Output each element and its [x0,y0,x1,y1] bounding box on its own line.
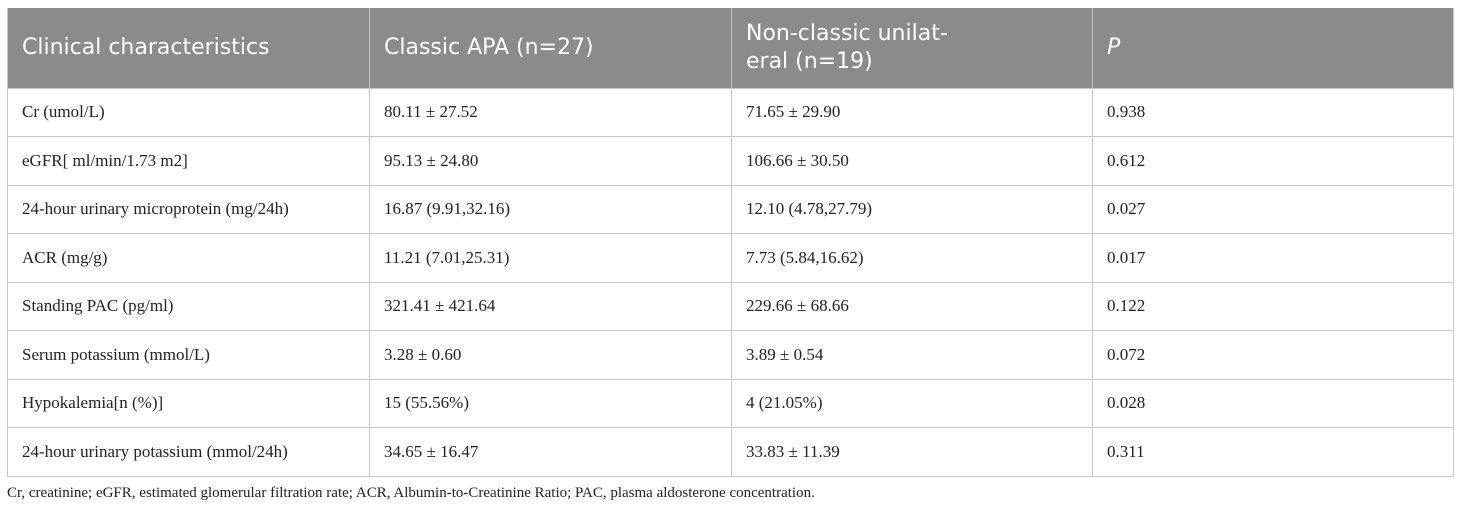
table-row: Hypokalemia[n (%)] 15 (55.56%) 4 (21.05%… [7,378,1454,428]
cell-classic-apa: 15 (55.56%) [369,378,732,428]
cell-non-classic: 4 (21.05%) [731,378,1093,428]
header-non-classic-unilateral: Non-classic unilat-eral (n=19) [731,8,1093,88]
cell-classic-apa: 321.41 ± 421.64 [369,281,732,331]
cell-non-classic: 229.66 ± 68.66 [731,281,1093,331]
cell-non-classic: 3.89 ± 0.54 [731,330,1093,380]
header-non-classic-line-1: Non-classic unilat- [746,20,948,46]
cell-characteristic: Cr (umol/L) [7,87,370,137]
table-row: eGFR[ ml/min/1.73 m2] 95.13 ± 24.80 106.… [7,136,1454,186]
cell-characteristic: Standing PAC (pg/ml) [7,281,370,331]
cell-p-value: 0.122 [1092,281,1454,331]
cell-p-value: 0.612 [1092,136,1454,186]
header-row: Clinical characteristics Classic APA (n=… [7,8,1454,88]
cell-characteristic: Serum potassium (mmol/L) [7,330,370,380]
header-p-value: P [1092,8,1454,88]
header-non-classic-line-2: eral (n=19) [746,48,873,74]
cell-p-value: 0.938 [1092,87,1454,137]
cell-classic-apa: 16.87 (9.91,32.16) [369,184,732,234]
cell-classic-apa: 80.11 ± 27.52 [369,87,732,137]
cell-classic-apa: 11.21 (7.01,25.31) [369,233,732,283]
table-row: Serum potassium (mmol/L) 3.28 ± 0.60 3.8… [7,330,1454,380]
cell-classic-apa: 34.65 ± 16.47 [369,427,732,477]
cell-classic-apa: 95.13 ± 24.80 [369,136,732,186]
cell-non-classic: 106.66 ± 30.50 [731,136,1093,186]
cell-characteristic: 24-hour urinary potassium (mmol/24h) [7,427,370,477]
data-table-container: Clinical characteristics Classic APA (n=… [7,8,1454,477]
cell-non-classic: 7.73 (5.84,16.62) [731,233,1093,283]
cell-p-value: 0.072 [1092,330,1454,380]
header-clinical-characteristics: Clinical characteristics [7,8,370,88]
cell-classic-apa: 3.28 ± 0.60 [369,330,732,380]
table-row: ACR (mg/g) 11.21 (7.01,25.31) 7.73 (5.84… [7,233,1454,283]
table-footnote: Cr, creatinine; eGFR, estimated glomerul… [7,485,815,501]
cell-p-value: 0.017 [1092,233,1454,283]
table-row: Standing PAC (pg/ml) 321.41 ± 421.64 229… [7,281,1454,331]
table-row: 24-hour urinary potassium (mmol/24h) 34.… [7,427,1454,477]
cell-characteristic: eGFR[ ml/min/1.73 m2] [7,136,370,186]
cell-characteristic: ACR (mg/g) [7,233,370,283]
clinical-characteristics-table: Clinical characteristics Classic APA (n=… [7,8,1454,477]
cell-non-classic: 71.65 ± 29.90 [731,87,1093,137]
table-header: Clinical characteristics Classic APA (n=… [7,8,1454,88]
cell-characteristic: 24-hour urinary microprotein (mg/24h) [7,184,370,234]
table-row: 24-hour urinary microprotein (mg/24h) 16… [7,184,1454,234]
cell-p-value: 0.028 [1092,378,1454,428]
cell-p-value: 0.311 [1092,427,1454,477]
cell-characteristic: Hypokalemia[n (%)] [7,378,370,428]
cell-p-value: 0.027 [1092,184,1454,234]
cell-non-classic: 33.83 ± 11.39 [731,427,1093,477]
table-row: Cr (umol/L) 80.11 ± 27.52 71.65 ± 29.90 … [7,87,1454,137]
cell-non-classic: 12.10 (4.78,27.79) [731,184,1093,234]
table-body: Cr (umol/L) 80.11 ± 27.52 71.65 ± 29.90 … [7,87,1454,477]
header-classic-apa: Classic APA (n=27) [369,8,732,88]
